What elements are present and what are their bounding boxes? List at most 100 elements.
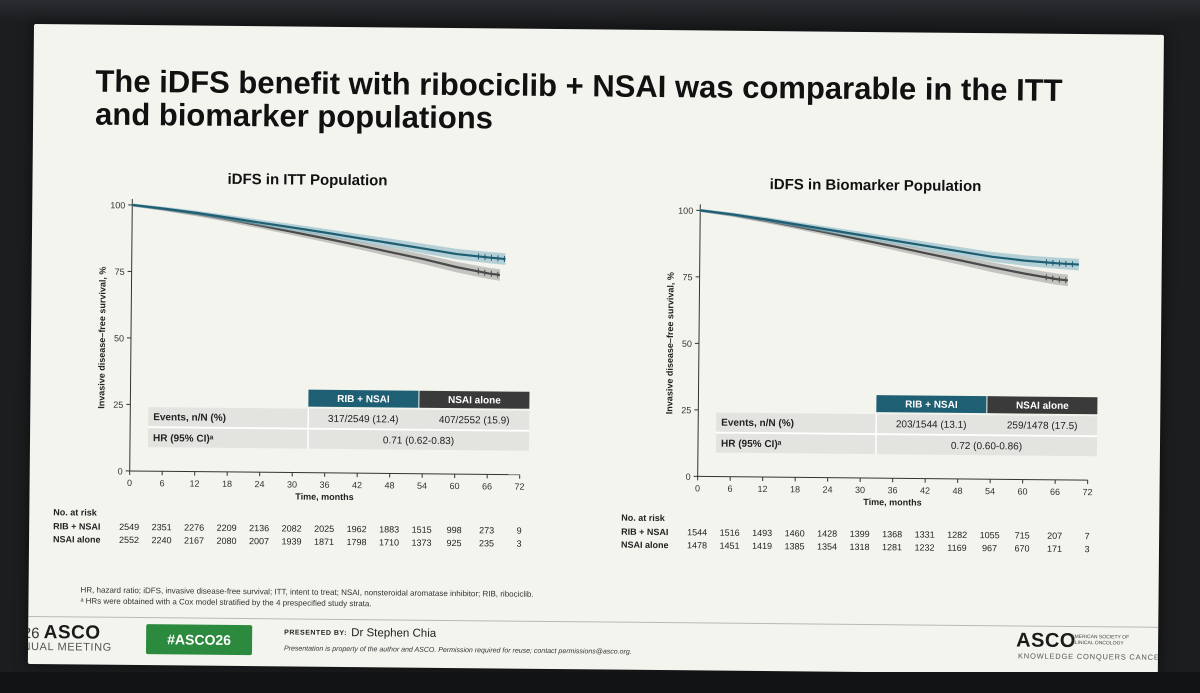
chart-1-title: iDFS in Biomarker Population (770, 176, 982, 195)
chart-0-x-tick-label: 48 (385, 480, 395, 490)
chart-0-at-risk-value: 2351 (152, 522, 172, 532)
chart-0-x-tick-label: 54 (417, 481, 427, 491)
chart-1-at-risk-value: 1169 (947, 543, 966, 553)
chart-0-at-risk-value: 2025 (314, 524, 334, 534)
chart-1-at-risk-value: 1544 (687, 527, 707, 537)
chart-0-y-axis (129, 198, 133, 471)
chart-1-x-tick-label: 30 (855, 485, 865, 495)
chart-0-ci-band-rib-nsai (132, 203, 506, 265)
chart-1-hr-value: 0.72 (0.60-0.86) (951, 441, 1022, 453)
chart-0-at-risk-value: 925 (446, 538, 461, 548)
chart-1-x-tick-label: 6 (728, 484, 733, 494)
chart-0-x-axis-label: Time, months (295, 492, 353, 503)
chart-0-y-tick-label: 50 (114, 333, 124, 343)
chart-1-at-risk-value: 1232 (914, 542, 934, 552)
chart-1-at-risk-value: 1281 (882, 542, 902, 552)
chart-1-y-axis (697, 204, 701, 477)
venue-ceiling (0, 0, 1200, 22)
chart-1-x-axis-label: Time, months (863, 497, 921, 508)
chart-1-at-risk-value: 967 (982, 543, 997, 553)
chart-1-at-risk-value: 1516 (720, 528, 740, 538)
chart-1-at-risk-row-label: NSAI alone (621, 540, 669, 550)
chart-0-x-tick-label: 42 (352, 480, 362, 490)
chart-1-at-risk-value: 207 (1047, 531, 1062, 541)
chart-1-at-risk-value: 1428 (817, 529, 837, 539)
chart-0-x-tick-label: 66 (482, 481, 492, 491)
chart-0-km-curve-rib-nsai (132, 203, 506, 261)
chart-0-table-row-divider (148, 426, 530, 432)
chart-1-y-tick-label: 0 (686, 472, 691, 482)
chart-0-hr-label: HR (95% CI)ᵃ (153, 433, 214, 445)
chart-0-table-events-row (148, 407, 530, 430)
chart-1-table-header-nsai-alone: NSAI alone (1016, 400, 1069, 412)
presenter-name: Dr Stephen Chia (351, 627, 437, 640)
presented-by-label: PRESENTED BY: (284, 629, 347, 638)
footnote-hr-method: ᵃ HRs were obtained with a Cox model str… (80, 596, 372, 609)
hashtag-badge: #ASCO26 (145, 624, 253, 656)
chart-1-hr-label: HR (95% CI)ᵃ (721, 439, 782, 451)
chart-1-table-events-row (716, 412, 1098, 436)
chart-0-x-tick-label: 36 (320, 480, 330, 490)
chart-1-at-risk-row-label: RIB + NSAI (621, 527, 668, 537)
chart-0-at-risk-value: 2552 (119, 535, 139, 545)
chart-1-y-axis-label: Invasive disease–free survival, % (664, 272, 675, 414)
chart-1-events-label: Events, n/N (%) (721, 418, 794, 430)
chart-0-table-header-cell (308, 389, 419, 408)
chart-1-x-tick-label: 36 (888, 485, 898, 495)
chart-1-km-curve-rib-nsai (700, 209, 1079, 266)
chart-0-x-tick-label: 12 (190, 479, 200, 489)
chart-0-at-risk-value: 998 (447, 525, 462, 535)
chart-0-at-risk-value: 235 (479, 538, 494, 548)
chart-1-table-hr-row (715, 433, 1098, 457)
meeting-name: ANNUAL MEETING (27, 640, 112, 654)
society-tagline: KNOWLEDGE CONQUERS CANCER (1017, 651, 1164, 662)
chart-0-at-risk-value: 1373 (411, 538, 431, 548)
chart-1-table-header-cell (987, 396, 1098, 415)
chart-0-y-tick-label: 100 (110, 200, 125, 210)
presentation-slide: The iDFS benefit with ribociclib + NSAI … (27, 24, 1164, 675)
chart-0-events-nsai-alone: 407/2552 (15.9) (439, 415, 510, 427)
chart-1-at-risk-value: 1493 (752, 528, 772, 538)
chart-1-at-risk-value: 1460 (785, 528, 805, 538)
chart-0-at-risk-value: 1962 (347, 524, 367, 534)
venue-floor (0, 672, 1200, 693)
chart-1-at-risk-value: 1331 (915, 529, 935, 539)
chart-1-x-tick-label: 12 (758, 484, 768, 494)
chart-1-at-risk-value: 7 (1085, 531, 1090, 541)
chart-1-ci-band-nsai-alone (700, 208, 1068, 287)
chart-1-at-risk-value: 1385 (784, 541, 804, 551)
chart-1-at-risk-value: 715 (1015, 530, 1030, 540)
chart-1-table-header-rib-nsai: RIB + NSAI (905, 399, 958, 411)
chart-1-at-risk-value: 1399 (850, 529, 870, 539)
chart-1-events-nsai-alone: 259/1478 (17.5) (1007, 420, 1078, 432)
chart-0-at-risk-row-label: RIB + NSAI (53, 521, 100, 531)
chart-1-x-tick-label: 66 (1050, 487, 1060, 497)
chart-0-y-tick-label: 0 (118, 466, 123, 476)
chart-0-at-risk-value: 1710 (379, 537, 399, 547)
chart-0-at-risk-value: 1871 (314, 537, 334, 547)
chart-0-table-header-nsai-alone: NSAI alone (448, 395, 501, 407)
chart-1-at-risk-label: No. at risk (621, 513, 666, 523)
chart-0-x-tick-label: 60 (450, 481, 460, 491)
chart-0-x-tick-label: 18 (222, 479, 232, 489)
chart-0-table-hr-row (147, 428, 530, 451)
chart-0-events-label: Events, n/N (%) (153, 412, 226, 424)
chart-1-x-tick-label: 48 (953, 486, 963, 496)
chart-1-x-tick-label: 0 (695, 483, 700, 493)
chart-0-events-rib-nsai: 317/2549 (12.4) (328, 414, 399, 426)
chart-1-at-risk-value: 171 (1047, 544, 1062, 554)
chart-1-at-risk-value: 3 (1084, 544, 1089, 554)
chart-1-y-tick-label: 100 (678, 206, 693, 216)
chart-0-hr-value: 0.71 (0.62-0.83) (383, 435, 454, 447)
property-note: Presentation is property of the author a… (283, 645, 632, 656)
chart-1-table-header-cell (876, 395, 987, 414)
chart-1-x-tick-label: 24 (823, 485, 833, 495)
chart-0-y-tick-label: 25 (113, 400, 123, 410)
chart-1-at-risk-value: 670 (1014, 543, 1029, 553)
chart-1-at-risk-value: 1055 (980, 530, 1000, 540)
chart-0-x-tick-label: 72 (515, 482, 525, 492)
chart-1-y-tick-label: 25 (681, 405, 691, 415)
chart-0-table-header-rib-nsai: RIB + NSAI (337, 394, 390, 406)
society-logo: ASCO (1016, 629, 1077, 653)
chart-0-x-tick-label: 6 (160, 478, 165, 488)
